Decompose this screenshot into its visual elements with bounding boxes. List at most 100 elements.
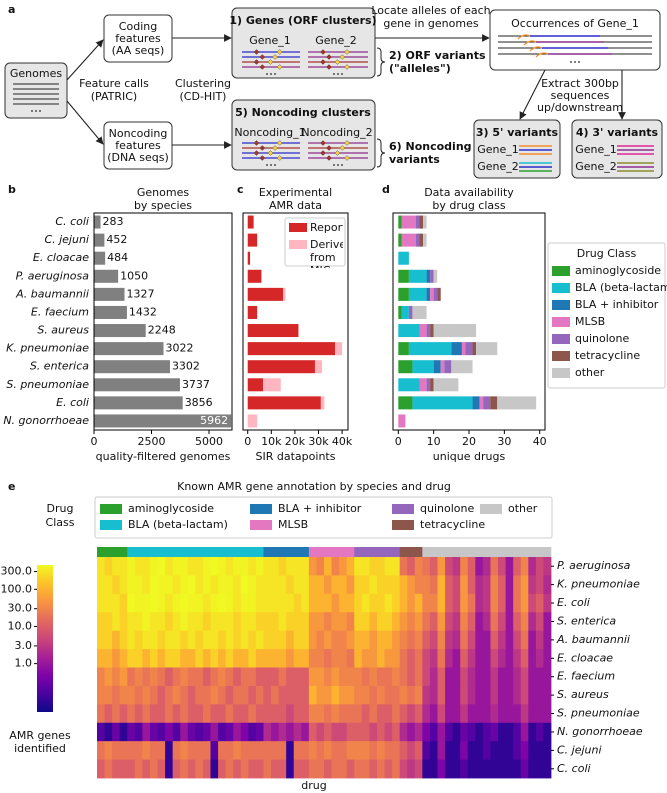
heatmap-cell [429,685,438,705]
heatmap-cell [127,704,136,724]
heatmap-cell [293,741,302,760]
heatmap-cell [324,630,332,650]
bar [247,378,264,392]
variant-marker [253,150,260,156]
bar [415,233,420,247]
heatmap-cell [308,575,317,595]
y-tick-label: N. gonorrhoeae [3,414,89,427]
variant-marker [272,54,278,60]
heatmap-cell [97,704,105,724]
heatmap-cell [324,557,332,576]
heatmap-cell [498,704,506,724]
heatmap-cell [112,759,121,779]
heatmap-cell [422,722,431,742]
heatmap-cell [354,704,363,724]
heatmap-cell [407,704,416,724]
ellipsis-dot [266,164,268,166]
heatmap-cell [384,759,393,779]
heatmap-cell [399,612,408,632]
bar [426,378,431,392]
heatmap-cell [180,722,189,742]
heatmap-cell [195,612,204,632]
heatmap-cell [331,759,340,779]
heatmap-cell [142,630,151,650]
heatmap-cell [422,575,431,595]
heatmap-cell [346,759,355,779]
legend-swatch [100,520,122,530]
heatmap-cell [445,722,454,742]
heatmap-cell [293,722,302,742]
heatmap-cell [149,722,158,742]
heatmap-cell [263,722,272,742]
heatmap-cell [240,612,249,632]
heatmap-cell [278,704,287,724]
bar [94,233,105,247]
x-axis-label: quality-filtered genomes [96,450,231,463]
bar [398,269,409,283]
heatmap-cell [452,557,461,576]
heatmap-cell [149,704,158,724]
diagram-text: Noncoding [109,127,168,140]
bar [94,414,232,428]
bar [430,269,434,283]
ellipsis-dot [333,73,335,75]
ellipsis-dot [578,61,580,63]
variant-marker [339,54,345,60]
heatmap-cell [452,612,461,632]
chart-title: Data availability [424,186,514,199]
heatmap-cell [240,704,249,724]
heatmap-cell [210,704,219,724]
heatmap-cell [157,741,166,760]
bar [94,269,119,283]
heatmap-cell [414,593,423,613]
heatmap-cell [467,612,476,632]
heatmap-cell [498,759,506,779]
heatmap-cell [172,649,181,668]
heatmap-cell [255,593,264,613]
heatmap-cell [149,759,158,779]
ellipsis-dot [574,61,576,63]
legend-label: Derived from MIC [310,238,343,268]
heatmap-cell [354,722,363,742]
heatmap-cell [218,741,227,760]
heatmap-cell [467,704,476,724]
heatmap-cell [407,575,416,595]
heatmap-cell [180,612,189,632]
heatmap-cell [392,630,401,650]
diagram-text: Clustering [175,77,231,90]
heatmap-cell [482,759,491,779]
heatmap-cell [482,575,491,595]
data-label: 5962 [200,414,228,427]
heatmap-cell [248,557,257,576]
legend-label: MLSB [575,315,605,328]
heatmap-cell [127,667,136,687]
heatmap-cell [233,575,242,595]
heatmap-cell [407,741,416,760]
heatmap-cell [240,557,249,576]
heatmap-cell [369,630,378,650]
class-strip [399,547,423,557]
bar [472,396,480,410]
heatmap-cell [104,722,113,742]
variant-marker [326,64,332,70]
heatmap-cell [165,759,174,779]
heatmap-cell [218,612,227,632]
y-tick-label: E. faecium [31,305,89,318]
heatmap-cell [225,612,234,632]
heatmap-cell [460,649,469,668]
heatmap-cell [316,593,325,613]
heatmap-cell [452,685,461,705]
heatmap-cell [437,704,446,724]
heatmap-cell [467,759,476,779]
heatmap-cell [535,630,544,650]
x-tick-label: 0 [395,435,402,448]
heatmap-cell [445,630,454,650]
heatmap-cell [263,741,272,760]
heatmap-cell [119,612,128,632]
data-label: 1327 [127,287,155,300]
heatmap-cell [218,575,227,595]
heatmap-cell [528,667,537,687]
heatmap-cell [202,685,211,705]
class-strip [354,547,400,557]
heatmap-cell [195,630,204,650]
